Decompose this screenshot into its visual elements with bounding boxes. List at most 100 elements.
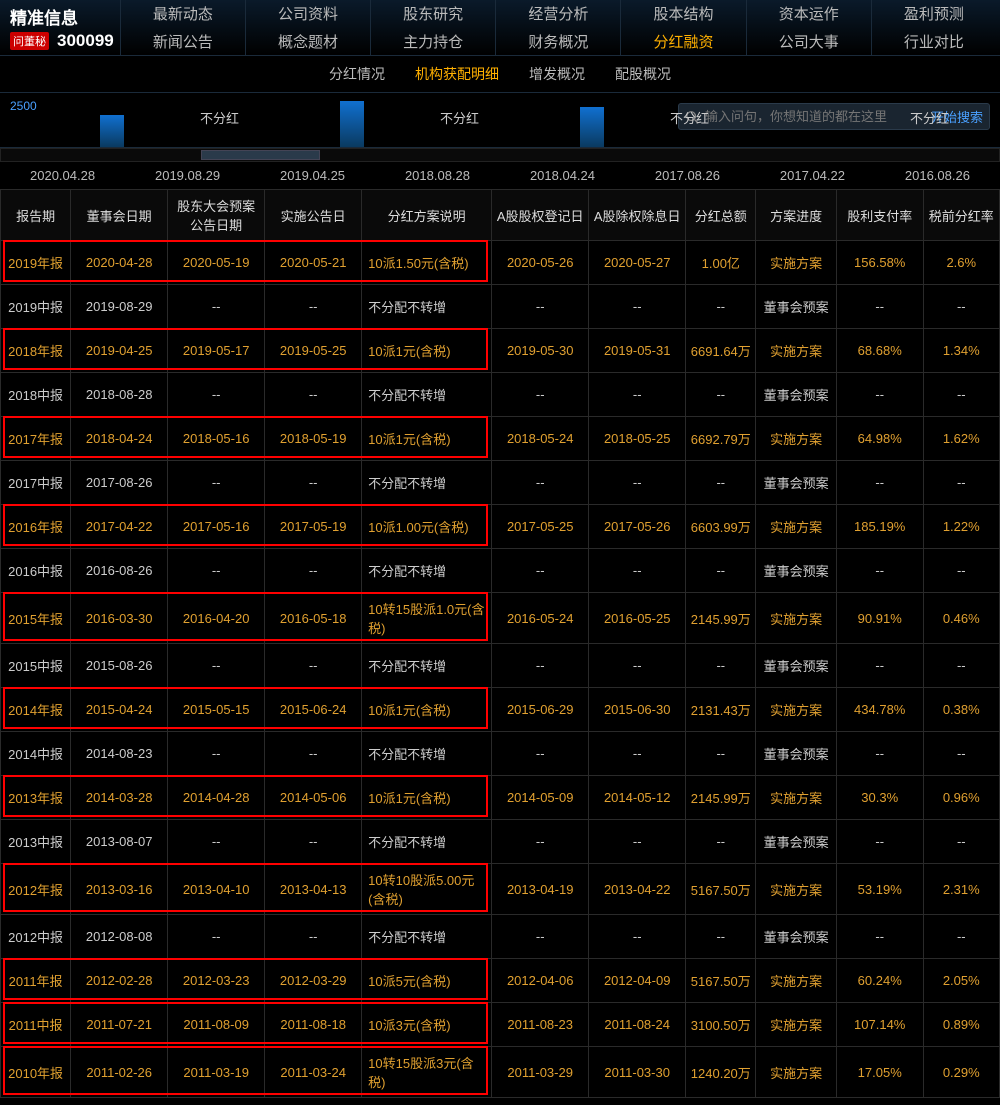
table-cell: 2019年报 <box>1 241 71 285</box>
table-header-cell: 报告期 <box>1 190 71 241</box>
table-cell: 2020-04-28 <box>71 241 168 285</box>
table-cell: 2012-03-29 <box>265 959 362 1003</box>
table-cell: 2018-05-16 <box>168 417 265 461</box>
main-tab[interactable]: 概念题材 <box>245 28 370 56</box>
table-cell: -- <box>923 285 999 329</box>
table-cell: 2012中报 <box>1 915 71 959</box>
table-cell: 2.05% <box>923 959 999 1003</box>
table-cell: -- <box>923 461 999 505</box>
table-cell: -- <box>589 644 686 688</box>
horizontal-scrollbar[interactable] <box>0 148 1000 162</box>
table-cell: 5167.50万 <box>686 959 756 1003</box>
table-cell: -- <box>686 644 756 688</box>
sub-tab[interactable]: 增发概况 <box>529 64 585 84</box>
table-cell: -- <box>168 373 265 417</box>
table-cell: 2013-04-13 <box>265 864 362 915</box>
main-tab[interactable]: 股东研究 <box>370 0 495 28</box>
table-header-cell: 股利支付率 <box>836 190 923 241</box>
table-cell: -- <box>168 915 265 959</box>
table-cell: -- <box>686 373 756 417</box>
dividend-table-wrap: 报告期董事会日期股东大会预案公告日期实施公告日分红方案说明A股股权登记日A股除权… <box>0 189 1000 1098</box>
main-tab[interactable]: 资本运作 <box>746 0 871 28</box>
main-tab[interactable]: 股本结构 <box>620 0 745 28</box>
table-cell: 实施方案 <box>756 1047 836 1098</box>
table-cell: 2011-03-30 <box>589 1047 686 1098</box>
scrollbar-thumb[interactable] <box>201 150 321 160</box>
no-dividend-label: 不分红 <box>200 108 239 127</box>
date-axis-tick: 2019.04.25 <box>280 168 345 183</box>
table-header-cell: 方案进度 <box>756 190 836 241</box>
date-axis-tick: 2019.08.29 <box>155 168 220 183</box>
table-cell: -- <box>836 915 923 959</box>
sub-tab[interactable]: 配股概况 <box>615 64 671 84</box>
table-row: 2013中报2013-08-07----不分配不转增------董事会预案---… <box>1 820 1000 864</box>
table-cell: 2015年报 <box>1 593 71 644</box>
table-cell: 2017-04-22 <box>71 505 168 549</box>
main-tab[interactable]: 行业对比 <box>871 28 996 56</box>
sub-tab[interactable]: 分红情况 <box>329 64 385 84</box>
table-cell: 董事会预案 <box>756 820 836 864</box>
table-cell: 2019-05-31 <box>589 329 686 373</box>
main-tab[interactable]: 经营分析 <box>495 0 620 28</box>
table-cell: 2011-08-24 <box>589 1003 686 1047</box>
search-input[interactable] <box>705 109 925 124</box>
table-cell: 实施方案 <box>756 593 836 644</box>
table-cell: -- <box>923 644 999 688</box>
table-cell: 6692.79万 <box>686 417 756 461</box>
table-cell: 实施方案 <box>756 329 836 373</box>
table-cell: -- <box>923 915 999 959</box>
main-tab[interactable]: 公司大事 <box>746 28 871 56</box>
table-header-cell: 税前分红率 <box>923 190 999 241</box>
no-dividend-label: 不分红 <box>670 108 709 127</box>
table-cell: 不分配不转增 <box>362 461 492 505</box>
table-cell: 董事会预案 <box>756 373 836 417</box>
table-cell: 2014年报 <box>1 688 71 732</box>
table-cell: 实施方案 <box>756 959 836 1003</box>
table-cell: 2013中报 <box>1 820 71 864</box>
table-cell: 2013-04-22 <box>589 864 686 915</box>
main-tab[interactable]: 分红融资 <box>620 28 745 56</box>
table-cell: -- <box>492 915 589 959</box>
table-cell: 2019中报 <box>1 285 71 329</box>
table-cell: -- <box>265 549 362 593</box>
chart-bar <box>340 101 364 147</box>
table-cell: 2012-04-06 <box>492 959 589 1003</box>
sub-tab[interactable]: 机构获配明细 <box>415 64 499 84</box>
table-cell: 64.98% <box>836 417 923 461</box>
table-cell: -- <box>265 373 362 417</box>
table-cell: -- <box>686 732 756 776</box>
table-cell: -- <box>836 549 923 593</box>
table-cell: 2020-05-27 <box>589 241 686 285</box>
table-cell: -- <box>492 461 589 505</box>
table-cell: 实施方案 <box>756 688 836 732</box>
table-cell: 2014-04-28 <box>168 776 265 820</box>
table-cell: -- <box>168 549 265 593</box>
main-tab[interactable]: 公司资料 <box>245 0 370 28</box>
table-row: 2013年报2014-03-282014-04-282014-05-0610派1… <box>1 776 1000 820</box>
table-cell: 2014中报 <box>1 732 71 776</box>
table-cell: -- <box>492 373 589 417</box>
table-cell: 2012年报 <box>1 864 71 915</box>
table-cell: 2013-08-07 <box>71 820 168 864</box>
table-cell: 2014-05-09 <box>492 776 589 820</box>
table-cell: 0.29% <box>923 1047 999 1098</box>
table-cell: 6691.64万 <box>686 329 756 373</box>
table-cell: -- <box>492 732 589 776</box>
table-cell: 2145.99万 <box>686 593 756 644</box>
sub-tabs: 分红情况 机构获配明细 增发概况 配股概况 <box>0 56 1000 92</box>
table-cell: 2011年报 <box>1 959 71 1003</box>
main-tab[interactable]: 最新动态 <box>120 0 245 28</box>
ask-secretary-button[interactable]: 问董秘 <box>10 32 49 50</box>
main-tab[interactable]: 财务概况 <box>495 28 620 56</box>
table-cell: 2015-06-30 <box>589 688 686 732</box>
main-tab[interactable]: 盈利预测 <box>871 0 996 28</box>
table-cell: 2014-05-12 <box>589 776 686 820</box>
main-tab[interactable]: 新闻公告 <box>120 28 245 56</box>
table-cell: 1.62% <box>923 417 999 461</box>
table-cell: 2016-05-18 <box>265 593 362 644</box>
table-cell: 3100.50万 <box>686 1003 756 1047</box>
table-cell: 2013-04-10 <box>168 864 265 915</box>
table-cell: 2017-05-16 <box>168 505 265 549</box>
main-tab[interactable]: 主力持仓 <box>370 28 495 56</box>
date-axis-tick: 2018.08.28 <box>405 168 470 183</box>
